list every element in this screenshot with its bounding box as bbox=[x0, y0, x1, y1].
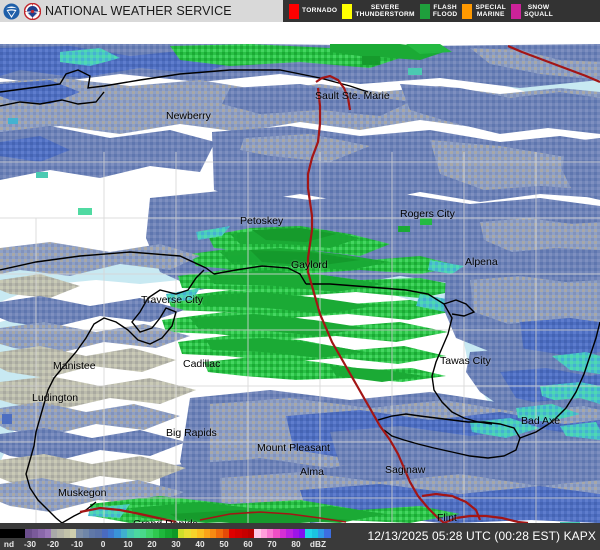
dbz-scale-swatch bbox=[165, 529, 172, 538]
warning-legend-item-special-marine[interactable]: SPECIAL MARINE bbox=[462, 3, 511, 19]
dbz-scale-swatch bbox=[209, 529, 217, 538]
dbz-scale-swatch bbox=[279, 529, 287, 538]
warning-legend: TORNADO SEVERE THUNDERSTORM FLASH FLOOD … bbox=[283, 0, 600, 22]
dbz-scale-swatch bbox=[63, 529, 70, 538]
dbz-scale-swatch bbox=[152, 529, 159, 538]
warning-legend-label: SEVERE THUNDERSTORM bbox=[355, 3, 415, 18]
dbz-scale-swatch bbox=[171, 529, 179, 538]
severe-thunderstorm-color-swatch bbox=[342, 3, 353, 19]
warning-legend-item-snow-squall[interactable]: SNOW SQUALL bbox=[511, 3, 558, 19]
dbz-scale-swatch bbox=[57, 529, 64, 538]
dbz-scale-swatch bbox=[273, 529, 280, 538]
dbz-scale-swatch bbox=[248, 529, 255, 538]
warning-legend-label: SNOW SQUALL bbox=[524, 3, 554, 18]
dbz-scale-swatch bbox=[82, 529, 90, 538]
dbz-scale-swatch bbox=[133, 529, 140, 538]
radar-map-canvas bbox=[0, 22, 600, 523]
dbz-scale-swatch bbox=[95, 529, 102, 538]
dbz-scale-swatch bbox=[203, 529, 210, 538]
dbz-scale-swatch bbox=[139, 529, 147, 538]
dbz-scale-labels: nd -30 -20 -10 0 10 20 30 40 50 60 70 80 dBZ bbox=[0, 539, 331, 550]
dbz-scale-tick-label: 80 bbox=[291, 539, 301, 549]
dbz-scale-swatch bbox=[228, 529, 236, 538]
flash-flood-color-swatch bbox=[419, 3, 430, 19]
dbz-scale-tick-label: 20 bbox=[147, 539, 157, 549]
dbz-scale-swatch bbox=[216, 529, 223, 538]
dbz-scale-swatch bbox=[76, 529, 83, 538]
dbz-scale-swatch bbox=[44, 529, 51, 538]
dbz-scale-tick-label: -10 bbox=[71, 539, 83, 549]
noaa-logo bbox=[3, 3, 20, 20]
dbz-scale-swatch bbox=[6, 529, 13, 538]
dbz-scale-swatch bbox=[114, 529, 121, 538]
dbz-scale-swatch bbox=[184, 529, 191, 538]
dbz-color-scale[interactable] bbox=[0, 529, 331, 538]
dbz-scale-tick-label: 30 bbox=[171, 539, 181, 549]
dbz-scale-tick-label: -30 bbox=[24, 539, 36, 549]
dbz-scale-tick-label: -20 bbox=[47, 539, 59, 549]
dbz-scale-swatch bbox=[25, 529, 32, 538]
dbz-scale-swatch bbox=[127, 529, 134, 538]
dbz-scale-swatch bbox=[0, 529, 7, 538]
dbz-scale-swatch bbox=[38, 529, 45, 538]
dbz-scale-swatch bbox=[286, 529, 293, 538]
radar-map[interactable]: Newberry Sault Ste. Marie Petoskey Roger… bbox=[0, 22, 600, 523]
dbz-scale-swatch bbox=[260, 529, 268, 538]
special-marine-color-swatch bbox=[462, 3, 473, 19]
dbz-scale-swatch bbox=[197, 529, 204, 538]
dbz-scale-swatch bbox=[235, 529, 242, 538]
nws-brand[interactable]: NATIONAL WEATHER SERVICE bbox=[0, 0, 283, 22]
dbz-scale-swatch bbox=[324, 529, 331, 538]
dbz-scale-swatch bbox=[305, 529, 312, 538]
warning-legend-item-severe-thunderstorm[interactable]: SEVERE THUNDERSTORM bbox=[342, 3, 420, 19]
dbz-scale-tick-label: 60 bbox=[243, 539, 253, 549]
dbz-scale-swatch bbox=[158, 529, 166, 538]
dbz-scale-swatch bbox=[12, 529, 20, 538]
warning-legend-item-tornado[interactable]: TORNADO bbox=[289, 3, 342, 19]
dbz-scale-swatch bbox=[241, 529, 249, 538]
dbz-scale-tick-label: 0 bbox=[100, 539, 106, 549]
dbz-scale-tick-label: 10 bbox=[123, 539, 133, 549]
dbz-scale-tick-label: nd bbox=[3, 539, 15, 549]
dbz-scale-swatch bbox=[31, 529, 39, 538]
dbz-scale-swatch bbox=[146, 529, 153, 538]
dbz-scale-swatch bbox=[267, 529, 274, 538]
dbz-scale-swatch bbox=[101, 529, 109, 538]
dbz-scale-swatch bbox=[120, 529, 128, 538]
footer-bar: nd -30 -20 -10 0 10 20 30 40 50 60 70 80 dBZ 12/13/20… bbox=[0, 523, 600, 550]
dbz-scale-tick-label: 70 bbox=[267, 539, 277, 549]
dbz-scale-swatch bbox=[69, 529, 77, 538]
dbz-scale-swatch bbox=[190, 529, 198, 538]
nws-header-bar: NATIONAL WEATHER SERVICE TORNADO SEVERE … bbox=[0, 0, 600, 22]
dbz-scale-swatch bbox=[292, 529, 299, 538]
dbz-scale-swatch bbox=[178, 529, 185, 538]
brand-title: NATIONAL WEATHER SERVICE bbox=[45, 4, 232, 18]
dbz-scale-swatch bbox=[298, 529, 306, 538]
dbz-scale-swatch bbox=[108, 529, 115, 538]
warning-legend-label: FLASH FLOOD bbox=[432, 3, 458, 18]
dbz-scale-tick-label: 40 bbox=[195, 539, 205, 549]
dbz-scale-swatch bbox=[19, 529, 26, 538]
dbz-scale-swatch bbox=[311, 529, 318, 538]
dbz-scale-swatch bbox=[50, 529, 58, 538]
dbz-scale-swatch bbox=[254, 529, 261, 538]
nws-logo bbox=[24, 2, 41, 20]
warning-legend-label: SPECIAL MARINE bbox=[475, 3, 507, 18]
warning-legend-label: TORNADO bbox=[302, 7, 338, 15]
dbz-scale-tick-label: dBZ bbox=[309, 539, 327, 549]
warning-legend-item-flash-flood[interactable]: FLASH FLOOD bbox=[419, 3, 463, 19]
dbz-scale-swatch bbox=[222, 529, 229, 538]
dbz-scale-tick-label: 50 bbox=[219, 539, 229, 549]
tornado-color-swatch bbox=[289, 3, 299, 19]
dbz-scale-swatch bbox=[317, 529, 325, 538]
radar-timestamp: 12/13/2025 05:28 UTC (00:28 EST) KAPX bbox=[367, 529, 596, 543]
snow-squall-color-swatch bbox=[511, 3, 522, 19]
dbz-scale-swatch bbox=[89, 529, 96, 538]
